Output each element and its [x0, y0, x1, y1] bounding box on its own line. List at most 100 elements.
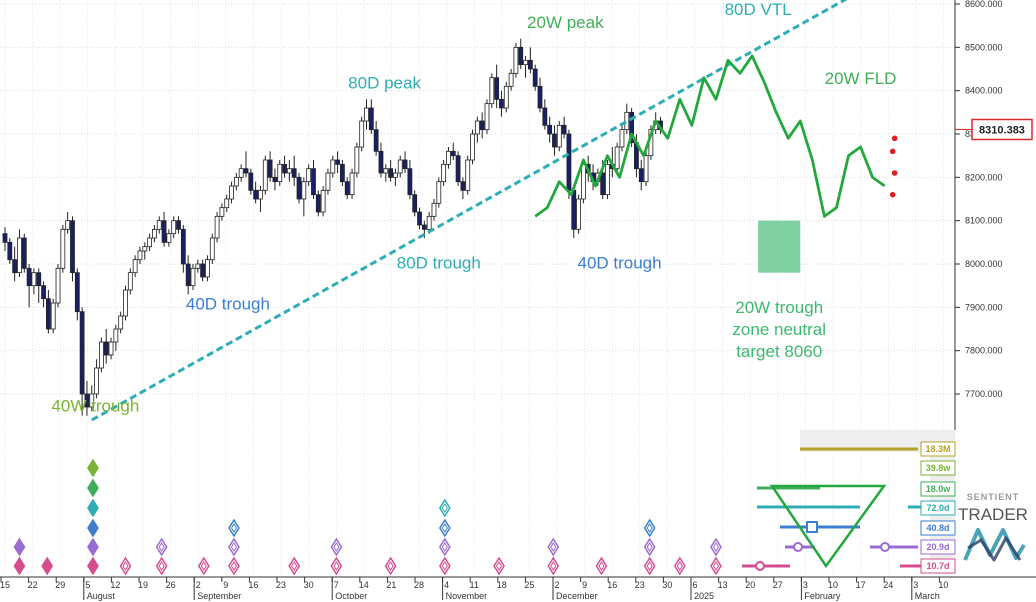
cycle-diamond	[119, 556, 132, 576]
cycle-label: 72.0d	[926, 503, 949, 513]
candle-body	[527, 59, 533, 70]
candle-body	[296, 176, 302, 200]
candle-body	[547, 124, 553, 135]
x-day-label: 19	[138, 580, 148, 590]
annotation-label: 40D trough	[577, 253, 661, 272]
candle-body	[508, 72, 514, 87]
cycle-diamond	[197, 556, 210, 576]
cycle-label-box	[920, 520, 956, 536]
cycle-label: 10.7d	[926, 561, 949, 571]
x-day-label: 22	[28, 580, 38, 590]
trendline-80d-vtl	[91, 0, 848, 422]
cycle-diamond-inner	[495, 561, 503, 571]
cycle-diamond-inner	[646, 542, 653, 552]
cycle-diamond-inner	[387, 561, 394, 571]
x-day-label: 2	[196, 580, 201, 590]
candle-body	[373, 129, 379, 152]
cycle-diamond	[710, 556, 722, 576]
candle-body	[359, 120, 365, 148]
cycle-label-box	[920, 481, 956, 497]
cycle-diamond	[547, 537, 560, 557]
x-day-label: 18	[497, 580, 507, 590]
candle-body	[291, 168, 297, 178]
annotation-label: 40W trough	[51, 396, 139, 415]
candle-body	[431, 202, 437, 217]
candle-body	[494, 77, 500, 100]
red-dot	[891, 170, 898, 176]
candle-body	[108, 341, 114, 356]
trough-triangle	[769, 484, 887, 569]
candle-body	[566, 133, 572, 191]
cycle-marker-10d	[755, 561, 765, 571]
x-day-label: 28	[414, 580, 424, 590]
x-month-label: October	[335, 591, 367, 601]
y-tick-label: 7800.000	[965, 346, 1003, 356]
x-day-label: 6	[692, 580, 697, 590]
candle-body	[185, 263, 191, 287]
current-price-marker: 8310.383	[955, 118, 1033, 141]
cycle-panel-shade	[800, 430, 955, 452]
cycle-diamond-inner	[333, 542, 340, 552]
candle-body	[12, 259, 18, 274]
cycle-diamond-inner	[550, 542, 557, 552]
cycle-diamond-inner	[441, 561, 448, 571]
candle-body	[118, 315, 124, 330]
current-price-box	[971, 118, 1033, 141]
candle-body	[614, 146, 620, 170]
candle-body	[393, 172, 398, 178]
candle-body	[499, 98, 504, 109]
candle-body	[518, 46, 524, 66]
cycle-diamond	[87, 478, 99, 498]
candle-body	[200, 263, 206, 278]
candle-body	[65, 220, 71, 230]
cycle-diamond-inner	[646, 523, 653, 533]
x-month-label: August	[87, 591, 116, 601]
candle-body	[556, 124, 562, 148]
x-month-label: 2025	[694, 591, 714, 601]
cycle-diamond	[643, 537, 656, 557]
candle-body	[460, 181, 466, 191]
cycle-label-box	[920, 500, 956, 516]
cycle-diamond	[438, 518, 451, 538]
cycle-diamond	[87, 458, 99, 478]
target-zone-label: target 8060	[736, 342, 822, 361]
x-month-label: September	[197, 591, 241, 601]
candle-body	[50, 302, 56, 330]
x-axis: 15 22 29 5 12 19 26 2 9 16 23 30 7 14 21 28 4 11 18 25 2 9 16 2…	[0, 576, 1036, 601]
y-tick-label: 8500.000	[965, 42, 1003, 52]
cycle-diamond	[595, 556, 608, 576]
cycle-diamond	[41, 556, 54, 576]
x-day-label: 30	[304, 580, 314, 590]
candle-body	[629, 111, 634, 144]
candle-body	[320, 189, 326, 213]
candle-body	[233, 176, 239, 187]
candle-body	[383, 168, 389, 174]
candle-body	[224, 198, 230, 209]
candle-body	[542, 107, 548, 126]
cycle-diamond	[155, 556, 168, 576]
candle-body	[60, 228, 66, 269]
candle-body	[21, 237, 27, 269]
y-tick-label: 8600.000	[965, 0, 1003, 9]
logo-text-line1: SENTIENT	[967, 492, 1020, 502]
cycle-label-box	[920, 460, 956, 476]
candle-body	[31, 272, 37, 287]
candle-body	[205, 259, 210, 278]
red-dots	[889, 135, 898, 198]
annotations: 40W trough 40D trough 80D peak 80D trough 20…	[51, 0, 896, 415]
candle-body	[180, 228, 186, 265]
candle-body	[132, 259, 138, 274]
candle-body	[89, 393, 95, 408]
cycle-diamond	[87, 518, 99, 538]
cycle-diamond-inner	[441, 523, 448, 533]
red-dot	[889, 148, 896, 155]
cycle-diamond-inner	[333, 561, 340, 571]
candle-body	[286, 168, 292, 174]
cycle-diamond	[643, 518, 656, 538]
candle-body	[325, 172, 331, 191]
annotation-label: 80D VTL	[725, 0, 792, 19]
candle-body	[513, 46, 519, 74]
candle-body	[176, 220, 181, 230]
cycle-diamond-inner	[441, 542, 448, 552]
